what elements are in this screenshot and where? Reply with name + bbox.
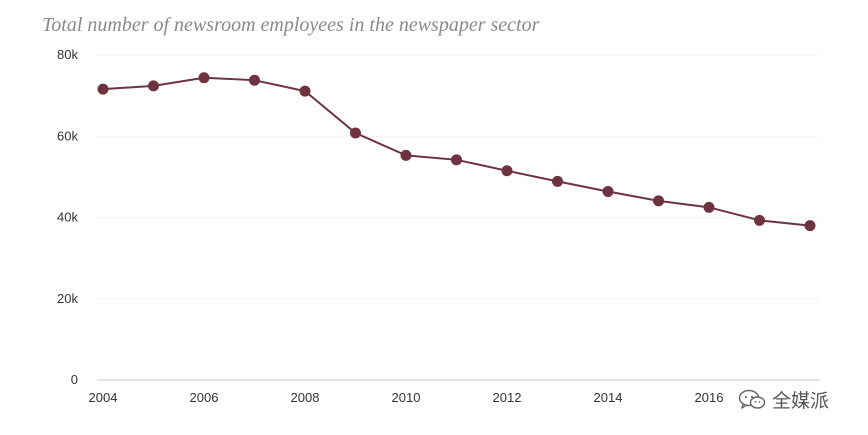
wechat-icon	[738, 389, 766, 409]
data-point[interactable]	[400, 149, 412, 161]
data-point[interactable]	[703, 201, 715, 213]
data-point[interactable]	[97, 83, 109, 95]
x-tick-label: 2014	[594, 390, 623, 405]
data-point[interactable]	[299, 85, 311, 97]
x-tick-label: 2004	[89, 390, 118, 405]
chart-title: Total number of newsroom employees in th…	[42, 14, 540, 36]
data-point[interactable]	[350, 127, 361, 139]
data-point[interactable]	[754, 214, 765, 226]
data-point[interactable]	[804, 220, 816, 232]
x-axis: 2004 2006 2008 2010 2012 2014 2016	[89, 390, 724, 405]
x-tick-label: 2012	[493, 390, 522, 405]
data-point[interactable]	[148, 80, 159, 92]
y-tick-label: 80k	[57, 47, 78, 62]
y-tick-label: 0	[71, 372, 78, 387]
y-tick-label: 20k	[57, 291, 78, 306]
data-point[interactable]	[249, 74, 260, 86]
data-point[interactable]	[451, 154, 462, 166]
y-tick-label: 60k	[57, 128, 78, 143]
x-tick-label: 2016	[695, 390, 724, 405]
watermark: 全媒派	[738, 386, 829, 413]
y-tick-label: 40k	[57, 210, 78, 225]
data-point[interactable]	[602, 186, 614, 197]
y-axis: 0 20k 40k 60k 80k	[57, 47, 78, 387]
series	[97, 72, 816, 232]
data-point[interactable]	[552, 175, 563, 187]
x-tick-label: 2008	[291, 390, 320, 405]
x-tick-label: 2006	[190, 390, 219, 405]
series-line	[102, 76, 811, 227]
data-point[interactable]	[198, 72, 210, 84]
data-point[interactable]	[653, 195, 664, 207]
grid-lines	[97, 54, 820, 381]
watermark-text: 全媒派	[772, 390, 830, 412]
x-tick-label: 2010	[392, 390, 421, 405]
data-point[interactable]	[501, 165, 513, 177]
